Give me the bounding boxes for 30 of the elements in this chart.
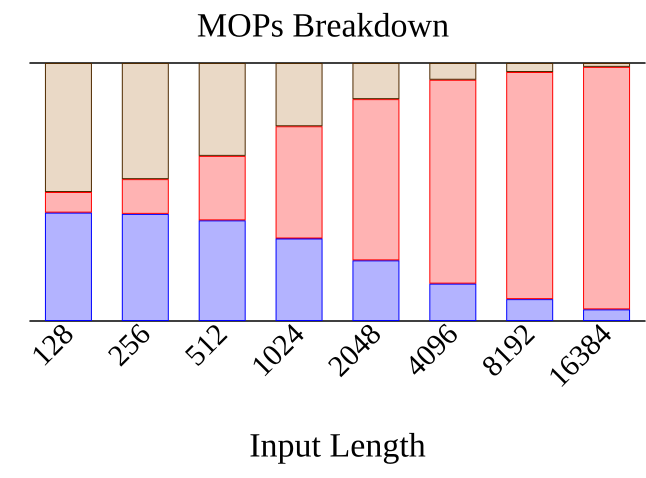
chart-title: MOPs Breakdown [196, 8, 450, 44]
x-tick-label: 512 [178, 317, 234, 372]
bar [198, 63, 246, 156]
bar [506, 63, 554, 72]
bar [506, 299, 554, 321]
bar [429, 80, 476, 284]
bar [122, 63, 169, 180]
bar [583, 309, 630, 321]
bar [276, 126, 323, 238]
bar [276, 238, 323, 321]
x-tick-label: 8192 [476, 317, 542, 384]
bar [352, 99, 400, 260]
bar [198, 220, 246, 321]
bar [429, 63, 476, 80]
bar [276, 63, 323, 126]
bar [122, 214, 169, 321]
bar [506, 72, 554, 300]
x-tick-label: 256 [102, 317, 157, 372]
bar [352, 260, 400, 321]
bar [198, 156, 246, 220]
bar [583, 63, 630, 67]
bar [352, 63, 400, 100]
bar [44, 212, 92, 321]
bar [122, 179, 169, 214]
bar [583, 66, 630, 310]
x-tick-label: 128 [24, 317, 80, 372]
bar [44, 192, 92, 213]
bar [44, 63, 92, 192]
x-axis-title: Input Length [249, 428, 426, 464]
bar [429, 284, 476, 321]
